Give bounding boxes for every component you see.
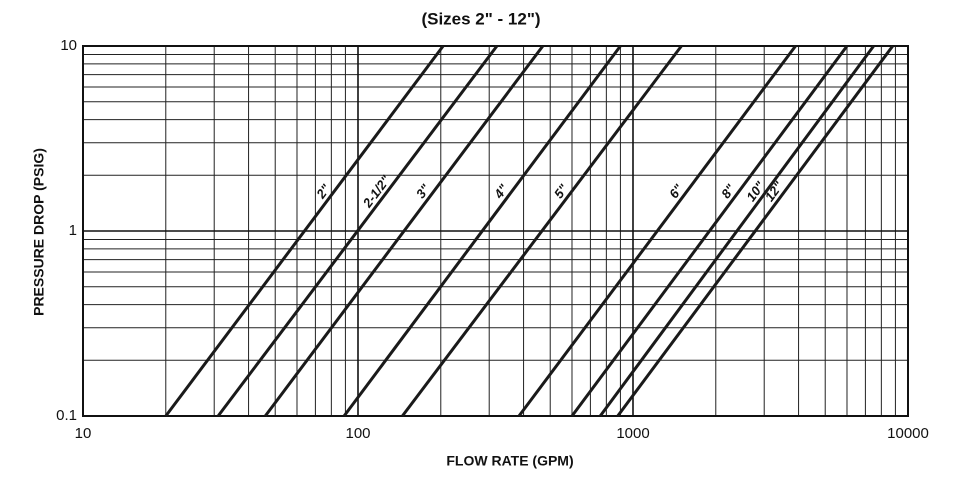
series-line bbox=[401, 45, 683, 417]
series-label: 4" bbox=[490, 181, 511, 202]
x-tick-label: 10000 bbox=[887, 425, 929, 442]
x-axis-label: FLOW RATE (GPM) bbox=[446, 453, 573, 469]
x-tick-label: 100 bbox=[345, 425, 370, 442]
series-line bbox=[216, 45, 499, 417]
series-line bbox=[517, 45, 797, 417]
y-tick-label: 0.1 bbox=[56, 407, 77, 424]
y-axis-label: PRESSURE DROP (PSIG) bbox=[31, 148, 47, 316]
series-line bbox=[264, 45, 545, 417]
x-tick-label: 1000 bbox=[616, 425, 649, 442]
x-tick-label: 10 bbox=[75, 425, 92, 442]
series-line bbox=[570, 45, 849, 417]
series-line bbox=[616, 45, 894, 417]
chart-title: (Sizes 2" - 12") bbox=[421, 9, 540, 28]
y-tick-label: 10 bbox=[60, 37, 77, 54]
series-label: 12" bbox=[762, 178, 787, 204]
series-line bbox=[164, 45, 445, 417]
series-line bbox=[342, 45, 622, 417]
y-tick-label: 1 bbox=[69, 222, 77, 239]
series-line bbox=[599, 45, 875, 417]
